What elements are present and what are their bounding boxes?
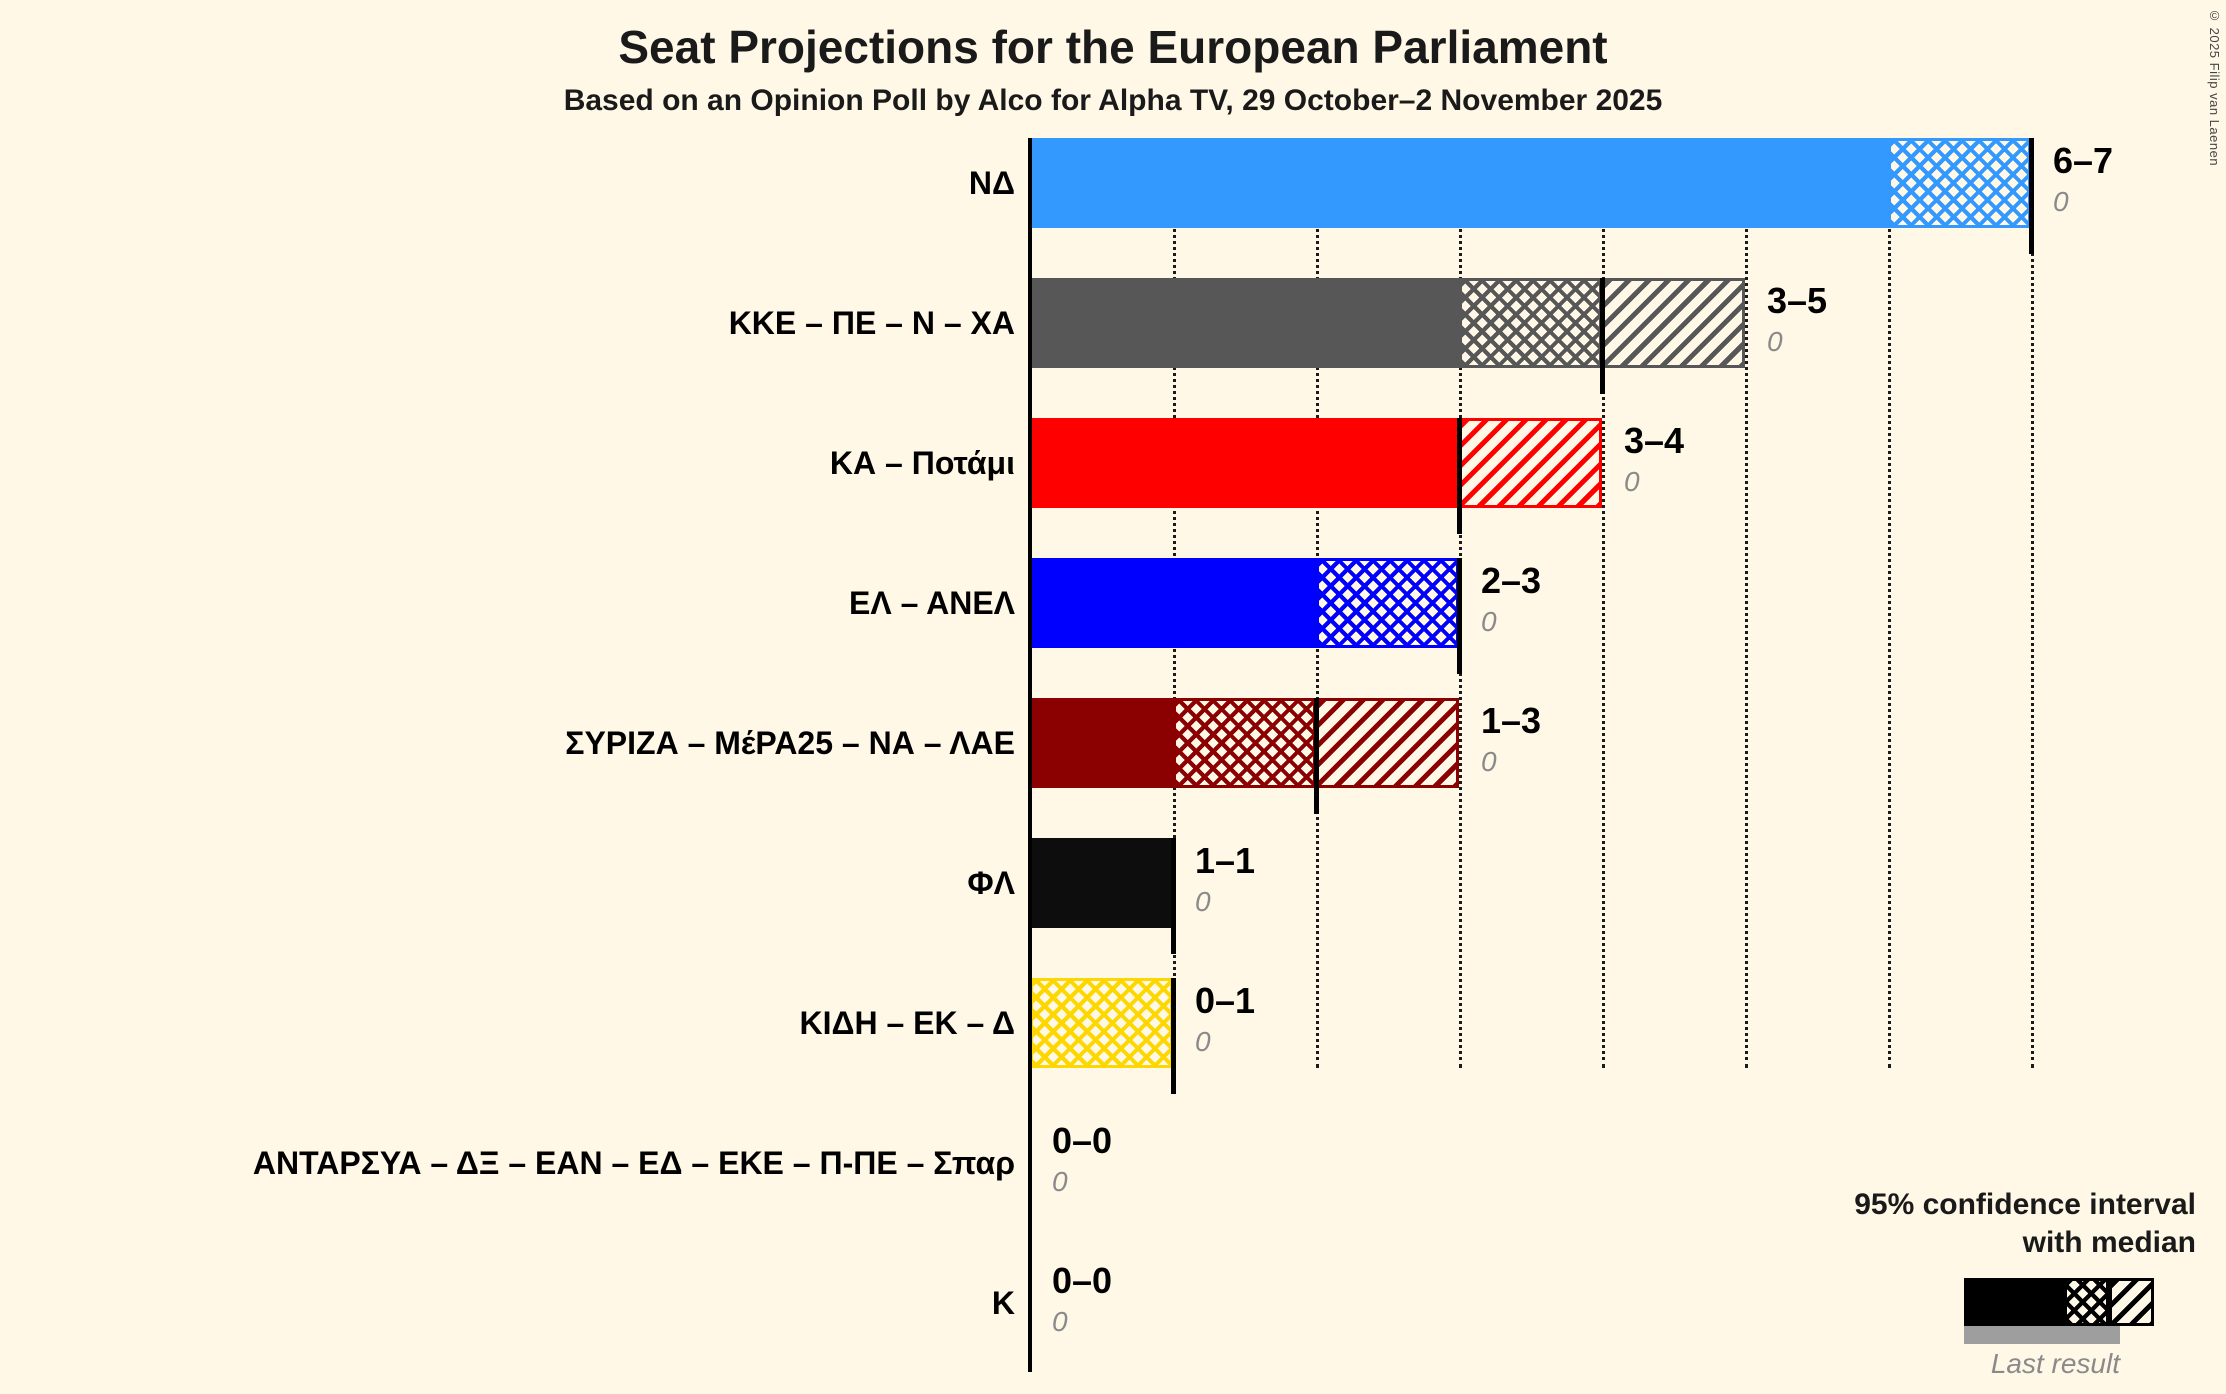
legend-ci-line2: with median: [2022, 1226, 2196, 1259]
ci-range-label: 1–3: [1481, 700, 1542, 741]
bar-diagonal-segment: [1602, 278, 1745, 368]
bar-solid-segment: [1030, 838, 1173, 928]
ci-range-label: 3–4: [1624, 420, 1685, 461]
legend-last-result-label: Last result: [1990, 1348, 2120, 1379]
median-line: [1171, 978, 1176, 1094]
party-label: Κ: [991, 1285, 1015, 1321]
party-label: ΚΑ – Ποτάμι: [829, 445, 1015, 481]
party-label: ΚΙΔΗ – ΕΚ – Δ: [799, 1005, 1015, 1041]
last-result-value: 0: [1195, 886, 1211, 917]
bar-crosshatch-segment: [1888, 138, 2031, 228]
ci-range-label: 0–0: [1052, 1260, 1113, 1301]
bar-solid-segment: [1030, 698, 1173, 788]
last-result-value: 0: [1624, 466, 1640, 497]
ci-range-label: 0–0: [1052, 1120, 1113, 1161]
last-result-value: 0: [1481, 746, 1497, 777]
bar-solid-segment: [1030, 138, 1888, 228]
median-line: [1457, 418, 1462, 534]
ci-range-label: 2–3: [1481, 560, 1542, 601]
chart-title: Seat Projections for the European Parlia…: [618, 21, 1608, 73]
bar-solid-segment: [1030, 558, 1316, 648]
bar-diagonal-segment: [1316, 698, 1459, 788]
legend-diagonal-swatch: [2109, 1278, 2154, 1326]
gridline-6: [1888, 138, 1891, 1068]
last-result-value: 0: [1052, 1166, 1068, 1197]
bar-crosshatch-segment: [1459, 278, 1602, 368]
legend-last-result-swatch: [1964, 1326, 2120, 1344]
last-result-value: 0: [1195, 1026, 1211, 1057]
party-label: ΝΔ: [968, 165, 1015, 201]
gridline-7: [2031, 138, 2034, 1068]
party-label: ΣΥΡΙΖΑ – ΜέΡΑ25 – ΝΑ – ΛΑΕ: [565, 725, 1015, 761]
legend-solid-swatch: [1964, 1278, 2064, 1326]
legend-ci-line1: 95% confidence interval: [1854, 1188, 2196, 1221]
legend-crosshatch-swatch: [2064, 1278, 2109, 1326]
gridline-5: [1745, 138, 1748, 1068]
ci-range-label: 3–5: [1767, 280, 1828, 321]
party-label: ΕΛ – ΑΝΕΛ: [849, 585, 1015, 621]
last-result-value: 0: [1767, 326, 1783, 357]
gridline-4: [1602, 138, 1605, 1068]
median-line: [1600, 278, 1605, 394]
legend-ci-sample: [1964, 1278, 2154, 1326]
ci-range-label: 1–1: [1195, 840, 1256, 881]
party-label: ΚΚΕ – ΠΕ – Ν – ΧΑ: [728, 305, 1015, 341]
party-label: ΑΝΤΑΡΣΥΑ – ΔΞ – ΕΑΝ – ΕΔ – ΕΚΕ – Π-ΠΕ – …: [252, 1145, 1015, 1181]
copyright-notice: © 2025 Filip van Laenen: [2207, 8, 2222, 167]
legend-ci-label: 95% confidence interval with median: [1854, 1186, 2196, 1262]
bar-solid-segment: [1030, 418, 1459, 508]
party-label: ΦΛ: [967, 865, 1015, 901]
ci-range-label: 0–1: [1195, 980, 1256, 1021]
bar-solid-segment: [1030, 278, 1459, 368]
last-result-value: 0: [2053, 186, 2069, 217]
bar-crosshatch-segment: [1030, 978, 1173, 1068]
ci-range-label: 6–7: [2053, 140, 2114, 181]
median-line: [1314, 698, 1319, 814]
last-result-value: 0: [1052, 1306, 1068, 1337]
axis-zero-line: [1028, 138, 1032, 1372]
median-line: [2029, 138, 2034, 254]
bar-crosshatch-segment: [1173, 698, 1316, 788]
bar-diagonal-segment: [1459, 418, 1602, 508]
chart-subtitle: Based on an Opinion Poll by Alco for Alp…: [563, 84, 1663, 117]
median-line: [1457, 558, 1462, 674]
last-result-value: 0: [1481, 606, 1497, 637]
median-line: [1171, 838, 1176, 954]
bar-crosshatch-segment: [1316, 558, 1459, 648]
